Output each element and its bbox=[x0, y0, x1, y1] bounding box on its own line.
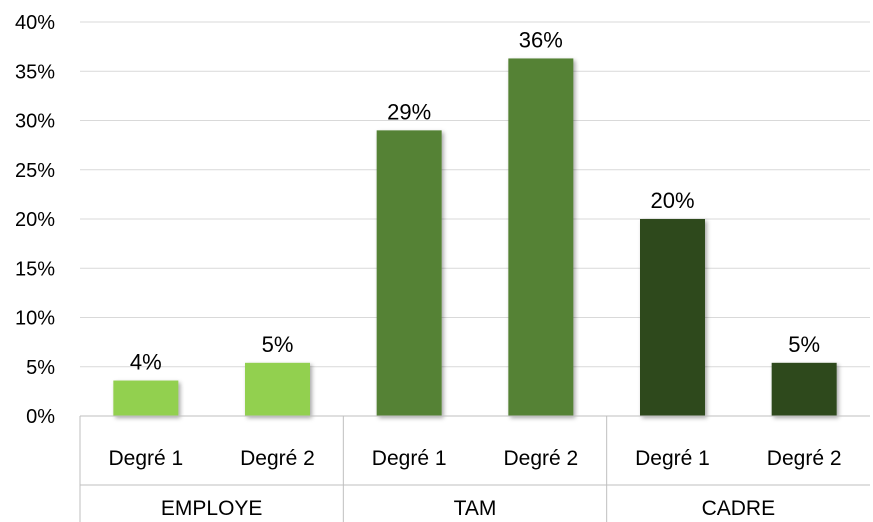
y-tick-label: 15% bbox=[15, 258, 55, 280]
data-label: 4% bbox=[130, 350, 162, 375]
x-category-label: Degré 2 bbox=[503, 447, 578, 470]
y-tick-label: 20% bbox=[15, 209, 55, 231]
y-tick-label: 5% bbox=[26, 357, 55, 379]
y-tick-label: 40% bbox=[15, 12, 55, 34]
x-group-label: TAM bbox=[454, 497, 497, 520]
gridlines bbox=[80, 21, 870, 368]
bar-employe-2 bbox=[245, 362, 310, 416]
x-group-label: CADRE bbox=[702, 497, 776, 520]
x-axis: Degré 1 Degré 2 EMPLOYE Degré 1 Degré 2 TAM De… bbox=[79, 415, 870, 522]
bar-tam-2 bbox=[508, 58, 574, 416]
data-label: 5% bbox=[262, 332, 294, 357]
bar-tam-1 bbox=[376, 130, 442, 416]
x-category-label: Degré 2 bbox=[767, 447, 842, 470]
x-category-label: Degré 2 bbox=[240, 447, 315, 470]
y-tick-label: 25% bbox=[15, 160, 55, 182]
bars bbox=[113, 58, 837, 416]
data-label: 29% bbox=[387, 99, 431, 124]
x-group-label: EMPLOYE bbox=[161, 497, 263, 520]
x-category-label: Degré 1 bbox=[635, 447, 710, 470]
x-category-label: Degré 1 bbox=[372, 447, 447, 470]
bar-employe-1 bbox=[113, 380, 179, 416]
data-labels: 4% 5% 29% 36% 20% 5% bbox=[130, 27, 820, 374]
data-label: 36% bbox=[519, 27, 563, 52]
y-tick-label: 10% bbox=[15, 308, 55, 330]
bar-cadre-2 bbox=[771, 362, 837, 416]
y-tick-label: 0% bbox=[26, 406, 55, 428]
data-label: 5% bbox=[788, 332, 820, 357]
y-tick-label: 35% bbox=[15, 61, 55, 83]
bar-cadre-1 bbox=[640, 219, 705, 416]
y-axis-tick-labels: 0% 5% 10% 15% 20% 25% 30% 35% 40% bbox=[15, 12, 55, 428]
data-label: 20% bbox=[650, 188, 694, 213]
y-tick-label: 30% bbox=[15, 111, 55, 133]
x-category-label: Degré 1 bbox=[108, 447, 183, 470]
